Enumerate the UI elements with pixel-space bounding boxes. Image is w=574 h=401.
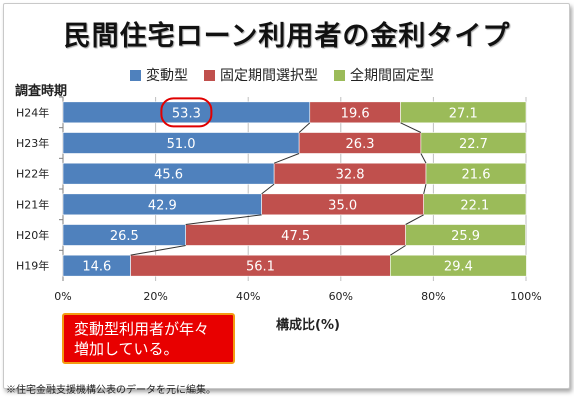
bar-segment <box>423 193 527 216</box>
data-label: 14.6 <box>82 260 111 275</box>
legend-item-variable: 変動型 <box>130 65 188 85</box>
bar-segment <box>420 132 527 154</box>
series-line <box>185 214 262 225</box>
x-tick-label: 100% <box>510 290 541 303</box>
bar-segment <box>405 224 526 246</box>
series-line <box>405 214 424 225</box>
data-label: 29.4 <box>444 260 473 275</box>
data-label: 56.1 <box>246 260 275 275</box>
callout-line-1: 変動型利用者が年々 <box>74 320 210 338</box>
series-line <box>400 122 422 133</box>
bar-segment <box>400 101 527 124</box>
series-line <box>420 153 427 164</box>
y-tick-label: H20年 <box>16 228 49 242</box>
data-label: 45.6 <box>154 168 183 183</box>
data-label: 26.3 <box>346 137 375 152</box>
x-axis-title: 構成比(%) <box>276 318 340 333</box>
series-line <box>423 184 427 194</box>
data-label: 53.3 <box>172 106 201 121</box>
series-line <box>273 153 300 164</box>
data-label: 22.1 <box>460 198 489 213</box>
data-label: 26.5 <box>110 229 139 244</box>
data-label: 42.9 <box>148 198 177 213</box>
footnote: ※住宅金融支援機構公表のデータを元に編集。 <box>6 385 216 396</box>
data-label: 35.0 <box>328 198 357 213</box>
x-tick-label: 60% <box>329 290 353 303</box>
data-label: 22.7 <box>459 137 488 152</box>
data-label: 27.1 <box>449 106 478 121</box>
data-label: 51.0 <box>167 137 196 152</box>
legend-label-full-fixed: 全期間固定型 <box>350 68 434 84</box>
series-line <box>130 245 186 256</box>
legend-swatch-full-fixed <box>334 69 345 81</box>
callout-box: 変動型利用者が年々 増加している。 <box>62 313 235 364</box>
legend-item-fixed-period: 固定期間選択型 <box>204 65 318 85</box>
legend-label-variable: 変動型 <box>146 68 188 84</box>
legend-label-fixed-period: 固定期間選択型 <box>220 68 318 84</box>
legend: 変動型 固定期間選択型 全期間固定型 <box>130 65 434 85</box>
y-tick-label: H21年 <box>16 197 49 211</box>
legend-item-full-fixed: 全期間固定型 <box>334 65 434 85</box>
y-tick-label: H24年 <box>16 105 49 119</box>
data-label: 19.6 <box>341 106 370 121</box>
callout-line-2: 増加している。 <box>74 340 179 358</box>
page-title: 民間住宅ローン利用者の金利タイプ <box>63 21 511 52</box>
y-tick-label: H19年 <box>16 259 49 273</box>
data-label: 25.9 <box>451 229 480 244</box>
y-tick-label: H23年 <box>16 136 49 150</box>
highlight-circle <box>160 97 213 128</box>
x-tick-label: 80% <box>421 290 445 303</box>
y-axis-title: 調査時期 <box>15 84 68 99</box>
data-label: 21.6 <box>462 168 491 183</box>
data-label: 32.8 <box>336 168 365 183</box>
series-line <box>261 183 275 195</box>
bar-segment <box>425 162 527 185</box>
legend-swatch-variable <box>130 69 141 81</box>
data-label: 47.5 <box>281 229 310 244</box>
x-tick-label: 0% <box>54 290 71 303</box>
legend-swatch-fixed-period <box>204 69 215 81</box>
x-tick-label: 40% <box>236 290 260 303</box>
bar-segment <box>390 254 527 277</box>
y-tick-label: H22年 <box>16 167 49 181</box>
x-tick-label: 20% <box>143 290 167 303</box>
series-line <box>298 122 311 133</box>
series-line <box>390 245 406 256</box>
